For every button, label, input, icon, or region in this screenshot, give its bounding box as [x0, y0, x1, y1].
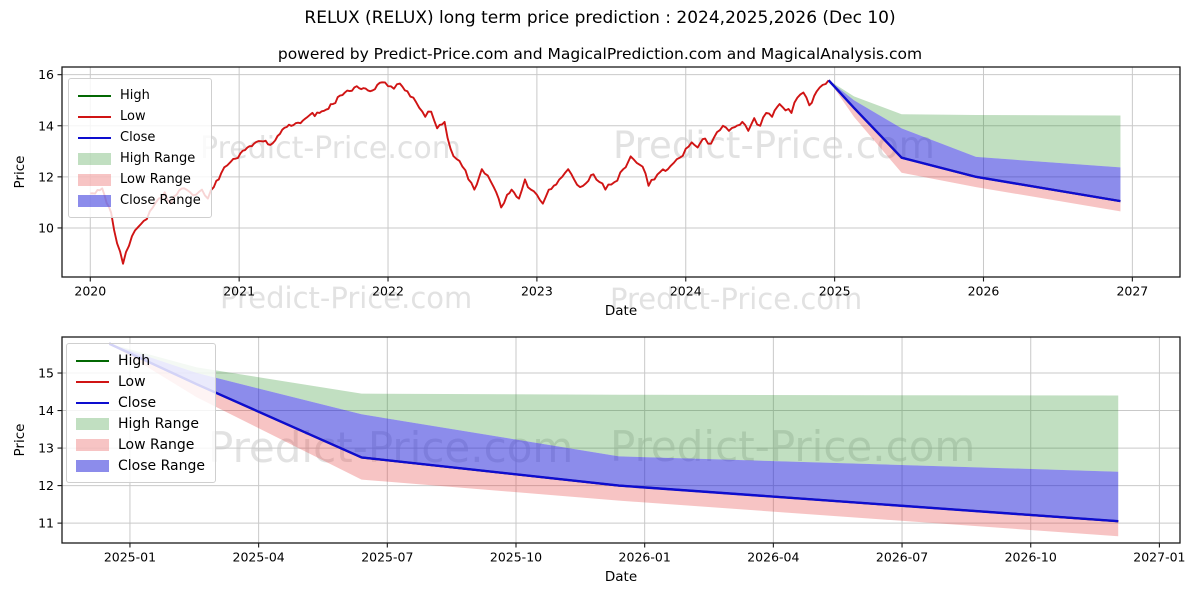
band-low-range: [828, 80, 1121, 212]
legend-label: High: [120, 88, 150, 103]
legend-item-low-range: Low Range: [76, 434, 205, 455]
legend-item-high: High: [76, 350, 205, 371]
x-tick-label: 2027-01: [1133, 550, 1185, 565]
legend-swatch-patch: [76, 417, 109, 430]
x-tick-label: 2027: [1116, 284, 1148, 299]
legend-swatch-patch: [78, 173, 111, 186]
y-tick-label: 10: [38, 220, 54, 235]
subtitle: powered by Predict-Price.com and Magical…: [277, 45, 923, 63]
legend-label: Low: [120, 109, 146, 124]
x-tick-label: 2024: [670, 284, 702, 299]
legend-item-low: Low: [76, 371, 205, 392]
watermark-text: Predict-Price.com: [200, 131, 461, 166]
legend-item-low: Low: [78, 106, 201, 127]
x-tick-label: 2026-04: [747, 550, 799, 565]
y-axis-label: Price: [12, 424, 28, 457]
band-close-range: [109, 343, 1119, 522]
legend-item-close-range: Close Range: [78, 190, 201, 211]
watermark-text: Predict-Price.com: [610, 282, 863, 316]
legend-label: Close Range: [118, 457, 205, 474]
page-title: RELUX (RELUX) long term price prediction…: [304, 8, 896, 28]
y-tick-label: 14: [38, 118, 54, 133]
legend-label: Low: [118, 373, 146, 390]
legend-swatch-patch: [78, 194, 111, 207]
x-tick-label: 2025: [819, 284, 851, 299]
legend-item-high: High: [78, 85, 201, 106]
legend-label: Close: [118, 394, 157, 411]
x-tick-label: 2026-10: [1005, 550, 1057, 565]
legend-label: High Range: [120, 151, 196, 166]
y-tick-label: 15: [38, 366, 54, 381]
y-tick-label: 12: [38, 478, 54, 493]
legend-swatch-patch: [76, 438, 109, 451]
x-tick-label: 2025-07: [361, 550, 413, 565]
y-tick-label: 14: [38, 403, 54, 418]
x-tick-label: 2022: [372, 284, 404, 299]
plot-area: [90, 79, 1121, 265]
legend-label: High: [118, 352, 151, 369]
legend-swatch-line: [78, 136, 111, 139]
legend-label: Close: [120, 130, 156, 145]
series-history-low: [90, 79, 830, 265]
legend-label: Low Range: [120, 172, 191, 187]
x-tick-label: 2025-10: [490, 550, 542, 565]
top-chart-legend: High Low Close High Range Low Range Close Ran…: [68, 78, 212, 218]
legend-swatch-line: [76, 359, 109, 362]
legend-label: Low Range: [118, 436, 195, 453]
x-tick-label: 2025-01: [104, 550, 156, 565]
y-tick-label: 11: [38, 516, 54, 531]
plot-border: [61, 66, 1181, 278]
x-tick-label: 2026: [968, 284, 1000, 299]
legend-swatch-line: [76, 380, 109, 383]
bottom-chart-legend: High Low Close High Range Low Range Close Ran…: [66, 343, 216, 483]
bottom-chart: 2025-01 2025-04 2025-07 2025-10 2026-01 2026-…: [12, 336, 1186, 585]
series-forecast-close: [827, 79, 1121, 203]
legend-item-close: Close: [76, 392, 205, 413]
legend-label: High Range: [118, 415, 199, 432]
legend-swatch-line: [78, 94, 111, 97]
x-axis-label: Date: [605, 569, 637, 585]
band-close-range: [828, 80, 1121, 202]
band-high-range: [109, 343, 1119, 472]
legend-item-low-range: Low Range: [78, 169, 201, 190]
plot-border: [61, 336, 1181, 544]
band-high-range: [828, 80, 1121, 168]
x-axis-label: Date: [605, 303, 637, 319]
legend-label: Close Range: [120, 193, 201, 208]
legend-item-high-range: High Range: [78, 148, 201, 169]
band-low-range: [109, 343, 1119, 537]
x-tick-label: 2023: [521, 284, 553, 299]
legend-item-close: Close: [78, 127, 201, 148]
legend-swatch-patch: [78, 152, 111, 165]
legend-swatch-line: [76, 401, 109, 404]
legend-swatch-patch: [76, 459, 109, 472]
watermark-text: Predict-Price.com: [220, 281, 473, 315]
x-tick-label: 2020: [74, 284, 106, 299]
top-chart: 2020 2021 2022 2023 2024 2025 2026 2027 10 12 14 16…: [12, 66, 1181, 319]
y-axis-label: Price: [12, 156, 28, 189]
legend-swatch-line: [78, 115, 111, 118]
x-tick-label: 2026-07: [876, 550, 928, 565]
x-tick-label: 2026-01: [619, 550, 671, 565]
x-tick-label: 2025-04: [233, 550, 285, 565]
y-tick-label: 16: [38, 67, 54, 82]
y-tick-label: 13: [38, 441, 54, 456]
legend-item-high-range: High Range: [76, 413, 205, 434]
y-tick-label: 12: [38, 169, 54, 184]
legend-item-close-range: Close Range: [76, 455, 205, 476]
x-tick-label: 2021: [223, 284, 255, 299]
